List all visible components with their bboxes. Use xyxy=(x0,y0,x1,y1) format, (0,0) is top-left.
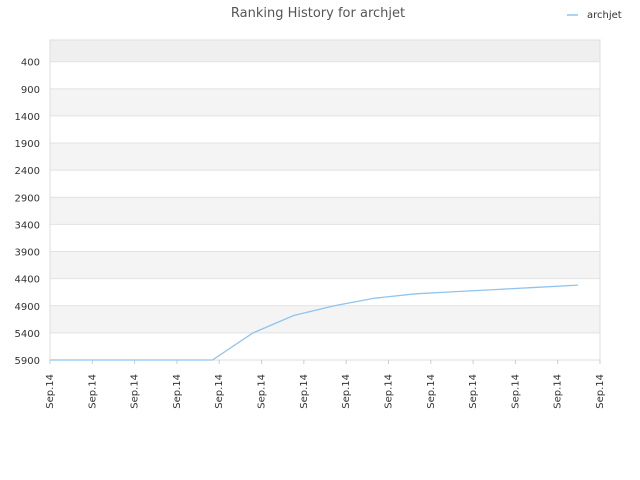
x-tick-label: Sep.14 xyxy=(172,374,183,409)
series-layer xyxy=(50,284,579,361)
plot-band xyxy=(50,88,600,116)
y-tick-label: 5900 xyxy=(15,356,40,367)
plot-band xyxy=(50,278,600,306)
plot-band xyxy=(50,115,600,144)
plot-band xyxy=(50,332,600,360)
plot-band xyxy=(50,251,600,279)
x-tick-label: Sep.14 xyxy=(595,374,606,409)
legend-label-archjet: archjet xyxy=(587,10,622,21)
y-tick-label: 1900 xyxy=(15,139,40,150)
plot-band xyxy=(50,197,600,225)
x-tick-label: Sep.14 xyxy=(130,374,141,409)
y-tick-label: 900 xyxy=(21,85,40,96)
x-axis-ticks: Sep.14 Sep.14 Sep.14 Sep.14 Sep.14 Sep.14 Sep.… xyxy=(45,360,606,409)
x-tick-label: Sep.14 xyxy=(87,374,98,409)
plot-band xyxy=(50,61,600,89)
y-tick-label: 3900 xyxy=(15,248,40,259)
y-tick-label: 2900 xyxy=(15,193,40,204)
series-line-archjet[interactable] xyxy=(50,284,579,361)
chart-title: Ranking History for archjet xyxy=(231,6,405,21)
x-tick-label: Sep.14 xyxy=(510,374,521,409)
y-tick-label: 1400 xyxy=(15,112,40,123)
x-tick-label: Sep.14 xyxy=(383,374,394,409)
plot-band xyxy=(50,170,600,198)
plot-band xyxy=(50,40,600,62)
y-tick-label: 400 xyxy=(21,58,40,69)
y-tick-label: 3400 xyxy=(15,220,40,231)
y-tick-label: 4900 xyxy=(15,302,40,313)
y-tick-label: 4400 xyxy=(15,275,40,286)
y-tick-label: 5400 xyxy=(15,329,40,340)
x-tick-label: Sep.14 xyxy=(214,374,225,409)
plot-band xyxy=(50,224,600,252)
x-tick-label: Sep.14 xyxy=(299,374,310,409)
legend[interactable]: archjet xyxy=(567,10,622,21)
x-tick-label: Sep.14 xyxy=(553,374,564,409)
y-tick-label: 2400 xyxy=(15,166,40,177)
x-tick-label: Sep.14 xyxy=(341,374,352,409)
x-tick-label: Sep.14 xyxy=(45,374,56,409)
plot-band xyxy=(50,143,600,171)
plot-band xyxy=(50,305,600,333)
x-tick-label: Sep.14 xyxy=(468,374,479,409)
plot-frame xyxy=(49,39,601,361)
y-axis-ticks: 400 900 1400 1900 2400 2900 3400 3900 4400 4900 54… xyxy=(15,58,40,367)
x-tick-label: Sep.14 xyxy=(257,374,268,409)
x-tick-label: Sep.14 xyxy=(426,374,437,409)
plot-bands xyxy=(50,40,600,360)
